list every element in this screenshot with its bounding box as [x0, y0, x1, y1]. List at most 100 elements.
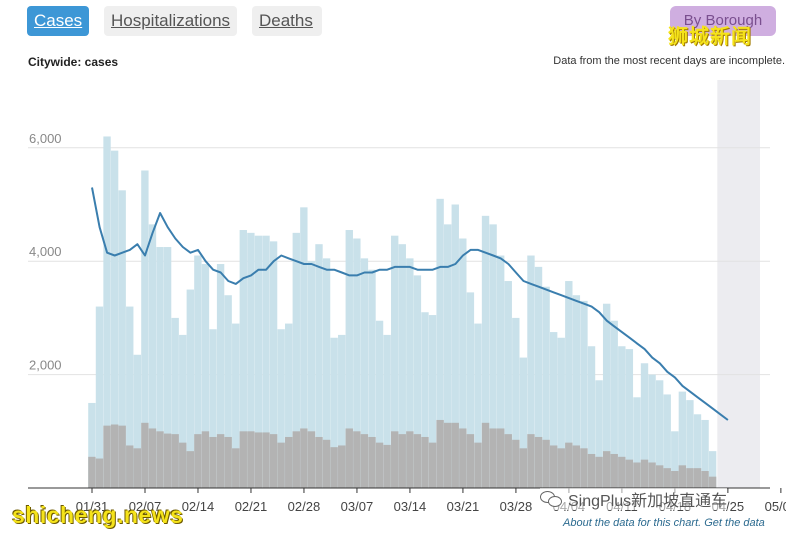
bar-total — [330, 337, 338, 488]
bar-total — [534, 266, 543, 488]
bar-total — [633, 397, 641, 488]
bar-total — [322, 258, 331, 488]
bar-lower — [262, 432, 270, 488]
x-tick-label: 01/31 — [76, 499, 109, 514]
bar-total — [239, 230, 247, 488]
about-data-link[interactable]: About the data for this chart. Get the d… — [563, 517, 765, 529]
bar-total — [103, 136, 111, 488]
bar-lower — [527, 434, 535, 488]
bar-total — [216, 264, 225, 488]
wechat-icon — [540, 490, 564, 508]
bar-lower — [141, 422, 149, 488]
bar-total — [527, 255, 535, 488]
bar-total — [307, 261, 316, 488]
bar-lower — [489, 428, 497, 488]
bar-lower — [701, 470, 709, 488]
bar-total — [504, 281, 512, 488]
bar-lower — [640, 459, 649, 488]
bar-lower — [330, 447, 338, 488]
bar-total — [300, 207, 308, 488]
tab-cases[interactable]: Cases — [27, 6, 89, 36]
bar-lower — [444, 422, 452, 488]
by-borough-button[interactable]: By Borough — [670, 6, 776, 36]
bar-total — [618, 346, 626, 488]
bar-total — [398, 244, 406, 488]
bar-total — [474, 323, 482, 488]
bar-total — [557, 337, 565, 488]
bar-total — [141, 170, 149, 489]
x-tick-label: 02/21 — [235, 499, 268, 514]
bar-lower — [406, 431, 414, 488]
bar-lower — [542, 439, 550, 488]
x-tick-label: 03/14 — [394, 499, 427, 514]
bar-total — [572, 295, 581, 488]
y-tick-label: 4,000 — [29, 244, 62, 259]
bar-lower — [534, 436, 543, 488]
bar-lower — [504, 434, 512, 488]
bar-total — [512, 317, 520, 488]
bar-total — [269, 241, 278, 488]
bar-lower — [209, 436, 217, 488]
bar-lower — [360, 434, 369, 488]
bar-total — [315, 244, 323, 488]
incomplete-data-region — [717, 80, 760, 488]
bar-lower — [428, 442, 437, 488]
bar-lower — [580, 448, 588, 488]
bar-lower — [625, 459, 634, 488]
bar-total — [686, 400, 694, 488]
bar-total — [610, 320, 618, 488]
bar-total — [126, 306, 134, 488]
bar-lower — [633, 462, 641, 488]
bar-lower — [602, 451, 611, 488]
bar-total — [542, 286, 550, 488]
bar-total — [413, 275, 422, 488]
tab-deaths[interactable]: Deaths — [252, 6, 322, 36]
bar-lower — [247, 431, 255, 488]
bar-lower — [300, 428, 308, 488]
bar-total — [701, 419, 709, 488]
bar-lower — [269, 434, 278, 488]
bar-lower — [148, 428, 157, 488]
bar-total — [118, 190, 126, 488]
bar-total — [345, 230, 353, 488]
bar-lower — [572, 445, 581, 488]
watermark-account: SingPlus新加坡直通车 — [540, 488, 728, 510]
tab-hospitalizations[interactable]: Hospitalizations — [104, 6, 237, 36]
bar-lower — [655, 465, 664, 488]
bar-lower — [671, 470, 679, 488]
bar-lower — [224, 436, 232, 488]
bar-total — [459, 238, 467, 488]
bar-lower — [285, 436, 293, 488]
bar-total — [368, 269, 376, 488]
bar-lower — [451, 422, 459, 488]
bar-total — [247, 232, 255, 488]
bar-lower — [353, 431, 361, 488]
bar-total — [163, 247, 172, 488]
bar-lower — [254, 432, 263, 488]
x-tick-label: 02/28 — [288, 499, 321, 514]
bar-lower — [232, 448, 240, 488]
bar-total — [451, 204, 459, 488]
bar-lower — [587, 453, 596, 488]
bar-lower — [678, 465, 687, 488]
bar-lower — [474, 442, 482, 488]
watermark-logo: 狮城新闻 — [668, 26, 752, 48]
bar-lower — [398, 434, 406, 488]
x-tick-label: 02/14 — [182, 499, 215, 514]
bar-total — [194, 255, 202, 488]
x-tick-label: 05/02 — [765, 499, 786, 514]
y-tick-label: 6,000 — [29, 131, 62, 146]
bar-lower — [126, 445, 134, 488]
bar-total — [88, 402, 96, 488]
bar-lower — [519, 448, 528, 488]
bar-total — [353, 238, 361, 488]
bar-lower — [338, 445, 346, 488]
bar-total — [360, 258, 369, 488]
bar-lower — [95, 458, 104, 488]
bar-total — [262, 235, 270, 488]
bar-lower — [156, 431, 164, 488]
bar-lower — [277, 442, 285, 488]
bar-total — [156, 247, 164, 488]
x-tick-label: 03/21 — [447, 499, 480, 514]
bar-total — [148, 224, 157, 488]
